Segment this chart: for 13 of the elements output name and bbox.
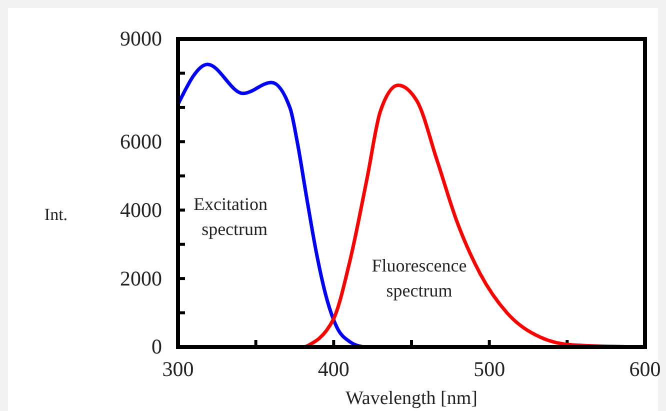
y-tick-label: 6000 bbox=[120, 129, 162, 154]
y-tick-label: 2000 bbox=[120, 266, 162, 290]
y-tick-label: 4000 bbox=[120, 198, 162, 222]
x-tick-label: 500 bbox=[474, 356, 506, 381]
x-axis-title: Wavelength [nm] bbox=[346, 388, 478, 409]
text: Excitation spectrum bbox=[194, 194, 268, 240]
x-tick-label: 600 bbox=[629, 356, 661, 381]
y-axis-title: Int. bbox=[44, 205, 68, 224]
series-label: Fluorescence spectrum bbox=[372, 256, 467, 301]
y-tick-label: 0 bbox=[152, 334, 162, 359]
x-tick-label: 300 bbox=[162, 356, 194, 381]
y-tick-label: 9000 bbox=[120, 26, 162, 51]
x-tick-label: 400 bbox=[318, 356, 350, 381]
